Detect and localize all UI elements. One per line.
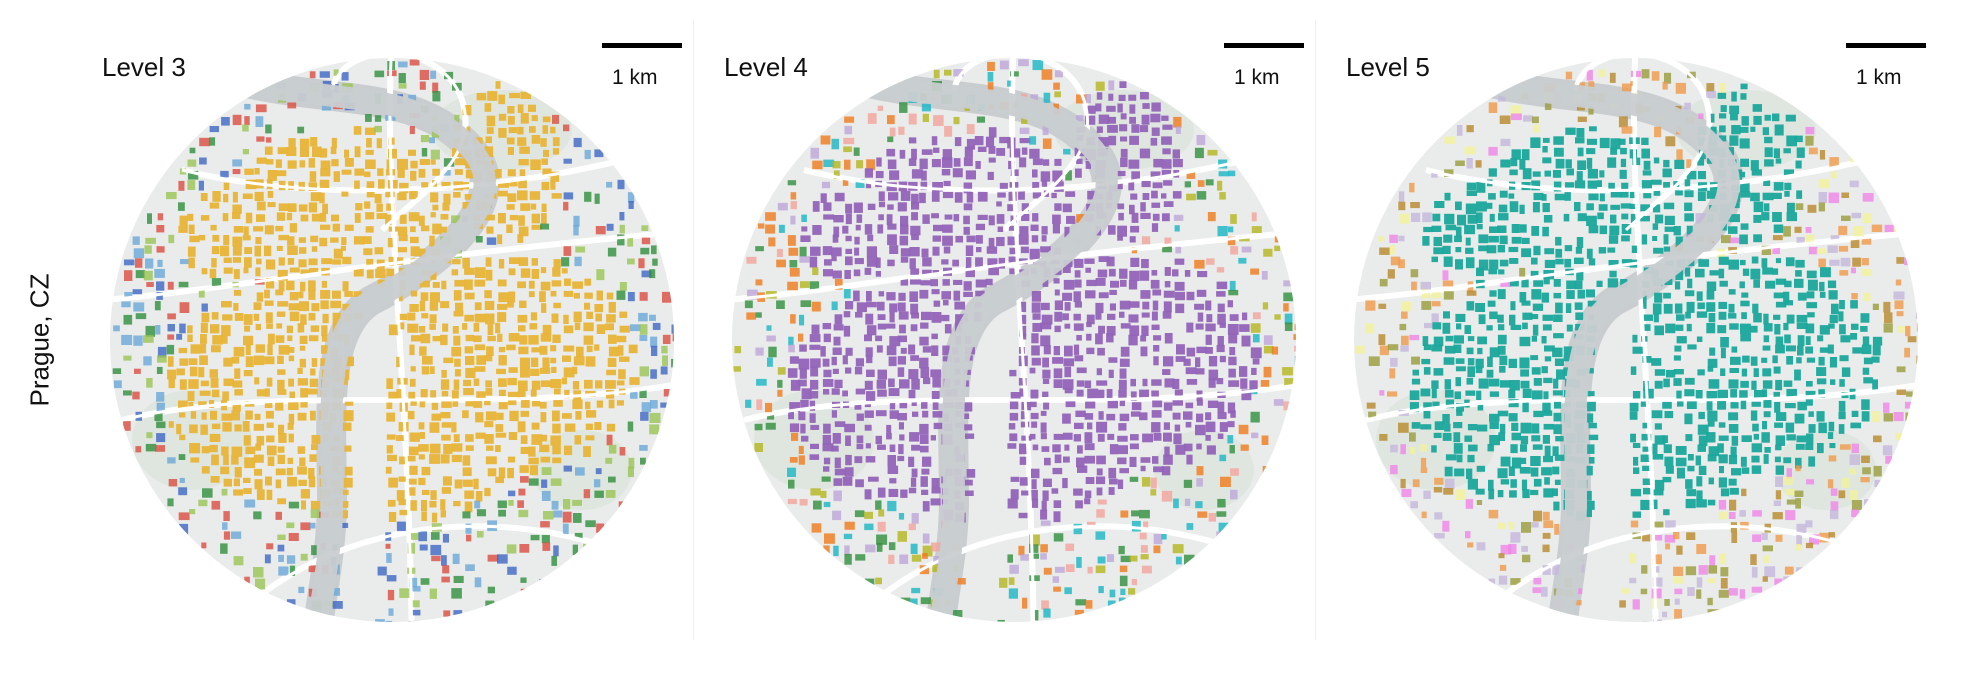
scale-bar (1224, 43, 1304, 48)
panel-title: Level 3 (102, 52, 186, 82)
road-overlay (1425, 148, 1907, 192)
map-panel-level-3: Level 3 1 km (82, 0, 702, 675)
prague-map-level-3 (110, 58, 674, 622)
scale-label: 1 km (612, 66, 658, 89)
map-content (110, 58, 674, 622)
park-area (1776, 430, 1876, 510)
road-overlay (181, 148, 663, 192)
panel-title: Level 5 (1346, 52, 1430, 82)
road-overlay (1474, 524, 1887, 622)
scale-bar (602, 43, 682, 48)
road-overlay (803, 148, 1285, 192)
panel-title: Level 4 (724, 52, 808, 82)
map-content (1354, 58, 1918, 622)
road-overlay (1365, 378, 1918, 422)
river-overlay (1435, 59, 1740, 622)
prague-map-level-5 (1354, 58, 1918, 622)
road-overlay (743, 378, 1296, 422)
road-overlay (852, 524, 1265, 622)
road-overlay (1354, 228, 1918, 302)
map-panel-level-4: Level 4 1 km (704, 0, 1324, 675)
river-overlay (191, 59, 496, 622)
scale-label: 1 km (1856, 66, 1902, 89)
panel-divider (693, 20, 694, 640)
map-content (732, 58, 1296, 622)
road-overlay (732, 228, 1296, 302)
map-panel-level-5: Level 5 1 km (1326, 0, 1946, 675)
scale-label: 1 km (1234, 66, 1280, 89)
road-overlay (110, 228, 674, 302)
panel-divider (1315, 20, 1316, 640)
river-overlay (813, 59, 1118, 622)
road-overlay (121, 378, 674, 422)
scale-bar (1846, 43, 1926, 48)
prague-map-level-4 (732, 58, 1296, 622)
city-label: Prague, CZ (24, 273, 55, 407)
park-area (754, 390, 874, 490)
buildings (1355, 69, 1918, 622)
road-overlay (230, 524, 643, 622)
